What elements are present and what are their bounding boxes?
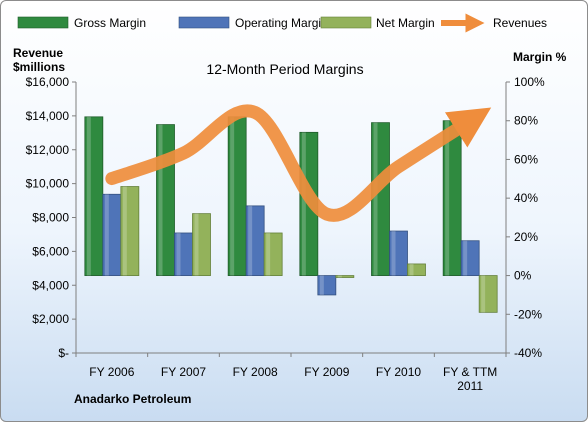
company-name: Anadarko Petroleum [74,392,191,406]
bar-net-margin [120,186,140,276]
x-tick-label: FY 2007 [161,365,206,379]
left-tick-label: $4,000 [32,278,69,292]
revenue-line [105,104,492,222]
right-tick-label: -40% [514,346,542,360]
legend-label-revenues: Revenues [493,16,547,30]
bar-highlight [409,263,414,276]
left-tick-label: $- [58,346,69,360]
left-tick-label: $2,000 [32,312,69,326]
legend-label-operating-margin: Operating Margin [235,16,328,30]
x-tick-label: 2011 [457,379,483,393]
right-axis-title: Margin % [513,50,567,64]
x-tick-label: FY & TTM [443,365,497,379]
bar-highlight [319,275,324,295]
left-tick-label: $8,000 [32,211,69,225]
right-tick-label: 40% [514,191,538,205]
x-tick-label: FY 2006 [89,365,134,379]
right-tick-label: -20% [514,307,542,321]
bar-highlight [176,232,181,276]
bar-net-margin [478,275,498,313]
bar-highlight [158,124,163,276]
bar-net-margin [192,213,211,276]
bar-highlight [248,205,253,276]
legend-label-net-margin: Net Margin [376,16,435,30]
bar-highlight [373,122,378,276]
x-tick-label: FY 2009 [304,365,349,379]
left-tick-label: $6,000 [32,244,69,258]
left-tick-label: $14,000 [26,109,70,123]
left-tick-label: $16,000 [26,75,70,89]
legend-item-operating-margin[interactable]: Operating Margin [178,16,328,30]
bar-operating-margin [389,230,408,276]
legend-item-revenues[interactable]: Revenues [441,13,547,33]
right-tick-label: 60% [514,152,538,166]
right-tick-label: 20% [514,230,538,244]
bar-highlight [266,232,271,276]
bar-highlight [445,120,450,276]
left-tick-label: $12,000 [26,143,70,157]
bar-highlight [86,116,91,276]
legend: Gross Margin Operating Margin Net Margin… [17,13,547,33]
legend-swatch-gross-margin [17,16,69,29]
right-tick-label: 0% [514,269,532,283]
bar-net-margin [335,275,355,278]
bar-highlight [481,275,486,313]
bar-highlight [104,194,109,276]
bar-highlight [194,213,199,276]
bar-highlight [391,231,396,276]
bar-highlight [301,132,306,276]
bar-net-margin [263,232,283,276]
bar-operating-margin [317,275,337,296]
x-tick-label: FY 2010 [376,365,421,379]
left-tick-label: $10,000 [26,177,70,191]
right-tick-label: 100% [514,75,545,89]
bar-highlight [230,116,235,276]
left-axis-title-line-2: $millions [13,60,65,74]
legend-item-gross-margin[interactable]: Gross Margin [17,16,146,30]
axes: $- $2,000 $4,000 $6,000 $8,000 $10,000 $12,000… [26,75,545,393]
bar-operating-margin [460,240,480,276]
legend-label-gross-margin: Gross Margin [74,16,146,30]
left-axis-title-line-1: Revenue [13,46,63,60]
legend-swatch-net-margin [320,16,372,29]
x-tick-label: FY 2008 [233,365,278,379]
bar-highlight [337,275,342,278]
bar-highlight [463,240,468,276]
chart-title: 12-Month Period Margins [206,61,363,77]
bar-net-margin [407,263,426,276]
bar-highlight [122,186,127,276]
legend-swatch-operating-margin [178,16,230,29]
legend-item-net-margin[interactable]: Net Margin [320,16,435,30]
right-tick-label: 80% [514,114,538,128]
